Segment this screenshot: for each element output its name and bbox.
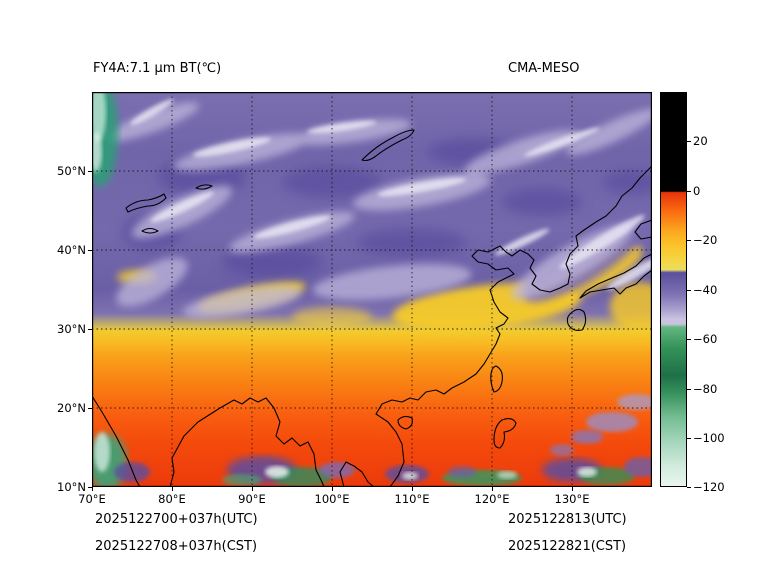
cbtickmark [687, 487, 691, 488]
coastline-india-west [92, 395, 141, 487]
init-time-utc: 2025122700+037h(UTC) [95, 512, 258, 527]
cbtickmark [687, 438, 691, 439]
coastline-kyushu [566, 308, 587, 331]
coastline-gulf-of-thailand [339, 461, 375, 487]
xtickmark [92, 487, 93, 491]
coastline-honshu [579, 253, 652, 299]
cbtick-m20: −20 [693, 233, 718, 247]
lake-baikal [361, 129, 415, 162]
cbtick-m40: −40 [693, 283, 718, 297]
xtickmark [332, 487, 333, 491]
xtickmark [412, 487, 413, 491]
xtick-70e: 70°E [78, 492, 106, 506]
ytick-10n: 10°N [57, 480, 86, 494]
cbtickmark [687, 389, 691, 390]
coastline-india-east-burma [169, 397, 325, 487]
coastline-vietnam-china-korea [375, 165, 652, 487]
map-svg [92, 92, 652, 487]
figure-title: FY4A:7.1 μm BT(℃) [93, 61, 222, 76]
valid-time-cst: 2025122821(CST) [508, 539, 627, 554]
coastline-taiwan [490, 365, 503, 393]
graticule-lines [92, 92, 652, 487]
lake-balkhash [125, 193, 167, 213]
map-border [92, 92, 652, 487]
xtickmark [572, 487, 573, 491]
ytick-50n: 50°N [57, 164, 86, 178]
cbtickmark [687, 191, 691, 192]
xtick-120e: 120°E [474, 492, 510, 506]
colorbar [660, 92, 687, 487]
valid-time-utc: 2025122813(UTC) [508, 512, 627, 527]
ytick-30n: 30°N [57, 322, 86, 336]
cbtickmark [687, 290, 691, 291]
lake-issyk-kul [141, 227, 159, 234]
xtick-80e: 80°E [158, 492, 186, 506]
coastline-hokkaido [634, 219, 652, 240]
xtick-110e: 110°E [394, 492, 430, 506]
cbtick-0: 0 [693, 184, 701, 198]
cbtick-m100: −100 [693, 431, 725, 445]
cbtick-m60: −60 [693, 332, 718, 346]
init-time-cst: 2025122708+037h(CST) [95, 539, 258, 554]
coastline-luzon [493, 417, 517, 449]
cbtickmark [687, 141, 691, 142]
bright-cloud-streaks [130, 99, 652, 291]
ytickmark [88, 487, 92, 488]
ytick-20n: 20°N [57, 401, 86, 415]
model-name: CMA-MESO [508, 61, 580, 76]
cbtick-m120: −120 [693, 480, 725, 494]
convection-blobs [92, 394, 652, 487]
ytickmark [88, 171, 92, 172]
xtick-130e: 130°E [554, 492, 590, 506]
coastlines [92, 129, 652, 487]
cbtickmark [687, 339, 691, 340]
ytickmark [88, 329, 92, 330]
xtick-100e: 100°E [314, 492, 350, 506]
coastline-hainan [397, 415, 413, 430]
xtickmark [252, 487, 253, 491]
lake-zaysan [195, 184, 213, 190]
northwest-cold-area [92, 92, 118, 187]
cbtickmark [687, 240, 691, 241]
map-panel [92, 92, 652, 487]
ytickmark [88, 250, 92, 251]
xtickmark [172, 487, 173, 491]
cbtick-m80: −80 [693, 382, 718, 396]
xtickmark [492, 487, 493, 491]
ytick-40n: 40°N [57, 243, 86, 257]
cbtick-20: 20 [693, 134, 708, 148]
xtick-90e: 90°E [238, 492, 266, 506]
ytickmark [88, 408, 92, 409]
